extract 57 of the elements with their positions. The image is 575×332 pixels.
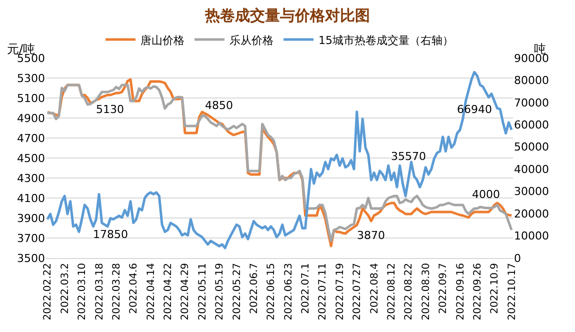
x-tick-label: 2022.08.30 — [420, 263, 432, 320]
y-tick-label: 3700 — [17, 232, 45, 245]
y2-tick-label: 20000 — [514, 207, 549, 220]
y-tick-label: 4900 — [17, 112, 45, 125]
y2-tick-label: 60000 — [514, 118, 549, 132]
data-label: 4850 — [205, 99, 233, 112]
x-tick-label: 2022.03.18 — [94, 263, 106, 320]
x-tick-label: 2022.03.28 — [111, 263, 122, 320]
x-tick-label: 2022.02.22 — [42, 263, 54, 320]
data-label: 4000 — [472, 188, 500, 201]
y2-tick-label: 10000 — [514, 230, 549, 243]
y-tick-label: 4700 — [17, 132, 45, 145]
y-tick-label: 5300 — [17, 72, 45, 85]
y2-tick-label: 80000 — [514, 74, 549, 88]
y-tick-label: 4500 — [17, 152, 45, 165]
x-tick-label: 2022.09.7 — [438, 263, 450, 314]
x-tick-label: 2022.10.9 — [490, 263, 501, 314]
x-tick-label: 2022.06.7 — [248, 263, 260, 314]
x-tick-label: 2022.07.11 — [318, 263, 329, 320]
y-tick-label: 3500 — [17, 252, 45, 265]
x-tick-label: 2022.07.27 — [352, 263, 364, 320]
x-tick-label: 2022.10.17 — [506, 263, 518, 320]
x-tick-label: 2022.09.26 — [472, 263, 484, 320]
x-tick-label: 2022.04.6 — [128, 263, 140, 314]
x-tick-label: 2022.04.22 — [163, 263, 174, 320]
x-tick-label: 2022.03.10 — [77, 263, 88, 320]
y-tick-label: 5100 — [17, 92, 45, 105]
legend-label: 乐从价格 — [230, 34, 274, 47]
y2-tick-label: 0 — [514, 252, 521, 265]
data-label: 5130 — [96, 103, 124, 116]
x-tick-label: 2022.07.19 — [334, 263, 346, 320]
y2-tick-label: 50000 — [514, 140, 549, 154]
x-tick-label: 2022.04.14 — [146, 263, 157, 320]
x-tick-label: 2022.04.29 — [180, 263, 192, 320]
y-tick-label: 4300 — [17, 172, 45, 185]
y-tick-label: 4100 — [17, 192, 45, 205]
x-tick-label: 2022.08.22 — [404, 263, 415, 320]
x-tick-label: 2022.05.19 — [214, 263, 226, 320]
y2-tick-label: 70000 — [514, 96, 549, 110]
x-tick-label: 2022.03.2 — [60, 263, 71, 314]
y2-tick-label: 40000 — [514, 162, 549, 176]
x-tick-label: 2022.07.1 — [300, 263, 312, 314]
x-tick-label: 2022.06.15 — [266, 263, 278, 320]
x-tick-label: 2022.06.23 — [283, 263, 294, 320]
y-tick-label: 3900 — [17, 212, 45, 225]
data-label: 17850 — [93, 228, 128, 241]
x-tick-label: 2022.09.16 — [455, 263, 466, 320]
y2-tick-label: 30000 — [514, 185, 549, 198]
x-tick-label: 2022.05.11 — [197, 263, 208, 320]
data-label: 35570 — [391, 150, 426, 163]
x-tick-label: 2022.05.27 — [232, 263, 243, 320]
x-tick-label: 2022.08.4 — [369, 263, 380, 314]
chart-title: 热卷成交量与价格对比图 — [204, 6, 370, 24]
legend-label: 15城市热卷成交量（右轴） — [318, 34, 454, 47]
legend-label: 唐山价格 — [140, 34, 184, 47]
x-tick-label: 2022.08.12 — [386, 263, 398, 320]
data-label: 3870 — [357, 229, 385, 242]
